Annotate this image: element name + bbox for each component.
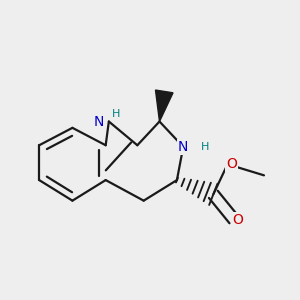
Text: O: O — [226, 157, 237, 171]
Text: N: N — [178, 140, 188, 154]
Text: H: H — [201, 142, 209, 152]
Polygon shape — [155, 90, 173, 122]
Text: H: H — [112, 109, 120, 118]
Text: O: O — [232, 213, 243, 227]
Text: N: N — [94, 115, 104, 128]
